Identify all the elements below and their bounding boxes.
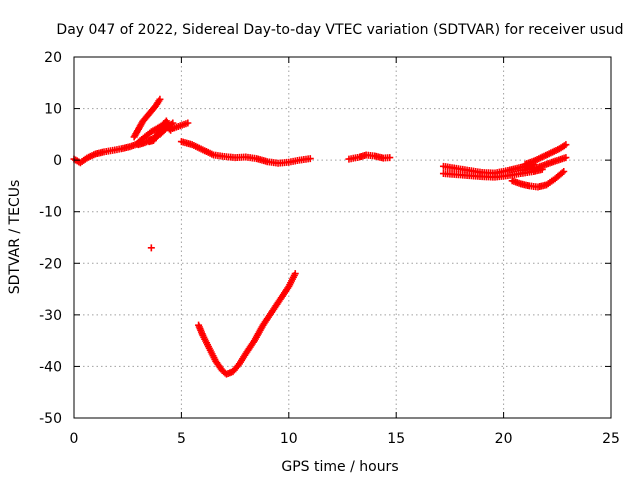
y-tick-label: -50	[39, 411, 62, 427]
data-point	[562, 141, 570, 149]
x-tick-label: 25	[602, 431, 620, 447]
grid-lines	[74, 57, 611, 418]
x-axis-label: GPS time / hours	[281, 459, 398, 475]
x-tick-label: 5	[177, 431, 186, 447]
y-tick-label: 10	[44, 102, 62, 118]
series-midday-decline	[177, 138, 314, 167]
chart-title: Day 047 of 2022, Sidereal Day-to-day VTE…	[56, 22, 623, 38]
data-point	[558, 169, 566, 177]
series-outlier	[147, 244, 155, 252]
series-baseline-morning	[70, 140, 142, 167]
data-point	[147, 244, 155, 252]
y-axis-label: SDTVAR / TECUs	[7, 180, 23, 295]
data-marks	[70, 95, 570, 378]
data-point	[291, 270, 299, 278]
series-late-rise-b	[517, 154, 570, 174]
x-tick-label: 20	[495, 431, 513, 447]
series-morning-cluster	[145, 117, 192, 146]
axis-ticks: 0 5 10 15 20 25 20 10 0 -10 -20 -30 -40 -50	[39, 50, 620, 447]
y-tick-label: 0	[53, 153, 62, 169]
series-afternoon-gap	[345, 151, 394, 163]
series-deep-dip	[195, 270, 299, 378]
y-tick-label: 20	[44, 50, 62, 66]
x-tick-label: 0	[70, 431, 79, 447]
data-point	[156, 95, 164, 103]
x-tick-label: 15	[387, 431, 405, 447]
data-point	[184, 119, 192, 127]
y-tick-label: -30	[39, 308, 62, 324]
series-late-dip	[508, 167, 568, 191]
data-point	[562, 154, 570, 162]
data-point	[306, 155, 314, 163]
series-late-rise-a	[521, 141, 570, 168]
data-point	[386, 154, 394, 162]
plot-frame	[73, 56, 612, 419]
y-tick-label: -40	[39, 359, 62, 375]
x-tick-label: 10	[280, 431, 298, 447]
y-tick-label: -10	[39, 205, 62, 221]
series-morning-rise-upper	[130, 95, 164, 141]
y-tick-label: -20	[39, 256, 62, 272]
data-point	[560, 167, 568, 175]
